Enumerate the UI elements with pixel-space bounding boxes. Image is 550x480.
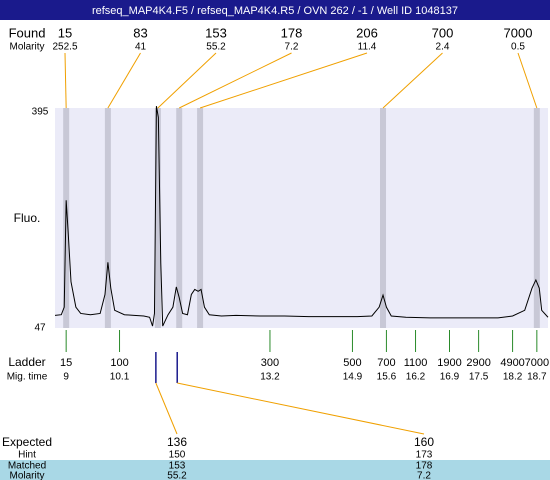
peak-band: [197, 108, 204, 328]
y-label: Fluo.: [14, 211, 41, 225]
found-size: 700: [432, 25, 454, 40]
found-label: Found: [9, 25, 46, 40]
title-bar: [0, 0, 550, 20]
peak-connector: [107, 52, 141, 109]
matched-band: [0, 460, 550, 480]
plot-area: [55, 108, 548, 328]
mig-time: 16.2: [406, 372, 426, 383]
mig-time: 10.1: [110, 372, 130, 383]
ladder-size: 15: [60, 357, 72, 369]
peak-band: [533, 108, 540, 328]
mig-time: 9: [63, 372, 69, 383]
ladder-size: 1900: [437, 357, 461, 369]
matched-value: 153: [169, 461, 186, 472]
found-size: 15: [58, 25, 72, 40]
found-molarity: 41: [135, 42, 147, 53]
molarity-label: Molarity: [9, 42, 44, 53]
ladder-label: Ladder: [8, 355, 45, 369]
peak-connector: [382, 52, 443, 109]
found-molarity: 11.4: [358, 42, 377, 53]
found-size: 7000: [504, 25, 533, 40]
mig-time: 15.6: [377, 372, 397, 383]
expected-connector: [177, 382, 425, 435]
mig-time: 18.2: [503, 372, 523, 383]
expected-connector: [155, 382, 178, 435]
molarity-value: 55.2: [167, 471, 187, 480]
trace: [54, 106, 549, 327]
ladder-size: 500: [343, 357, 361, 369]
ladder-size: 2900: [466, 357, 490, 369]
peak-connector: [64, 52, 67, 109]
matched-label: Matched: [8, 461, 46, 472]
mig-time: 17.5: [469, 372, 489, 383]
found-size: 178: [281, 25, 303, 40]
ladder-size: 4900: [500, 357, 524, 369]
ladder-size: 300: [261, 357, 279, 369]
found-size: 83: [133, 25, 147, 40]
peak-connector: [157, 52, 217, 109]
peak-connector: [517, 52, 538, 109]
peak-band: [104, 108, 111, 328]
ladder-size: 1100: [404, 357, 428, 369]
peak-connector: [179, 52, 292, 109]
expected-label: Expected: [2, 435, 52, 449]
peak-band: [380, 108, 387, 328]
expected-value: 160: [414, 435, 434, 449]
matched-value: 178: [416, 461, 433, 472]
expected-value: 136: [167, 435, 187, 449]
title: refseq_MAP4K4.F5 / refseq_MAP4K4.R5 / OV…: [92, 5, 458, 17]
ladder-size: 7000: [525, 357, 549, 369]
mig-time: 13.2: [260, 372, 280, 383]
y-tick-label: 395: [32, 107, 49, 118]
mig-time: 14.9: [343, 372, 363, 383]
found-molarity: 7.2: [285, 42, 299, 53]
hint-label: Hint: [18, 450, 36, 461]
found-molarity: 0.5: [511, 42, 525, 53]
found-size: 153: [205, 25, 227, 40]
ladder-size: 100: [110, 357, 128, 369]
molarity-value: 7.2: [417, 471, 431, 480]
peak-band: [154, 108, 161, 328]
peak-band: [176, 108, 183, 328]
molarity-label: Molarity: [9, 471, 44, 480]
found-molarity: 252.5: [52, 42, 77, 53]
found-molarity: 2.4: [436, 42, 450, 53]
peak-connector: [199, 52, 368, 109]
hint-value: 173: [416, 450, 433, 461]
found-molarity: 55.2: [206, 42, 226, 53]
y-tick-label: 47: [34, 323, 46, 334]
mig-time: 16.9: [440, 372, 460, 383]
ladder-size: 700: [377, 357, 395, 369]
found-size: 206: [356, 25, 378, 40]
hint-value: 150: [169, 450, 186, 461]
mig-time-label: Mig. time: [7, 372, 48, 383]
mig-time: 18.7: [527, 372, 547, 383]
